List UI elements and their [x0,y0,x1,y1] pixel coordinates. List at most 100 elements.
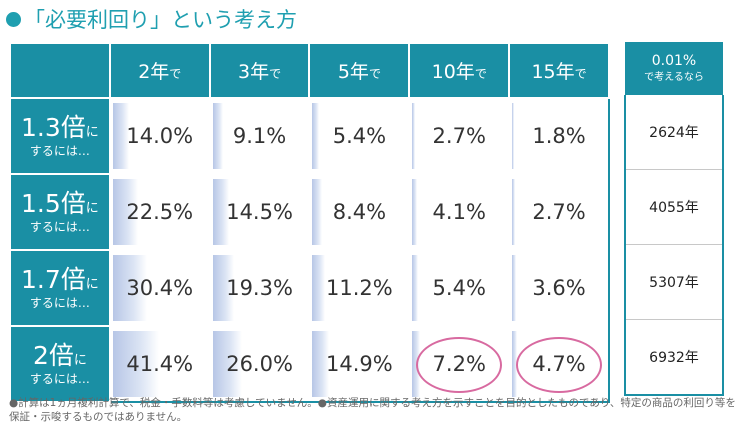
yield-bar [212,103,223,169]
yield-value: 30.4% [126,276,194,300]
multiplier-suffix: に [85,200,99,216]
yield-value: 19.3% [226,276,293,300]
yield-value: 22.5% [126,200,194,224]
yield-bar [312,103,319,169]
yield-cell: 11.2% [308,249,410,327]
yield-bar [512,179,516,245]
yield-value: 11.2% [326,276,393,300]
yield-value: 26.0% [226,352,293,376]
years-header-sub: で考えるなら [644,71,704,83]
yield-value: 3.6% [532,276,586,300]
yield-cell: 14.5% [208,173,310,251]
years-value: 4055年 [624,169,724,245]
yield-bar [512,331,518,397]
yield-value: 9.1% [232,124,287,148]
yield-cell: 41.4% [108,325,211,403]
multiplier-sub: するには… [29,296,90,311]
years-body: 2624年 4055年 5307年 6932年 [624,95,724,396]
period-suffix: で [368,67,381,81]
yield-value: 2.7% [432,124,486,148]
yield-cell: 19.3% [208,249,310,327]
row-header: 1.7倍に するには… [9,249,111,327]
header-period-3y: 3年で [208,42,311,99]
yield-cell: 1.8% [508,97,610,175]
yield-cell: 5.4% [308,97,410,175]
yield-value: 14.9% [326,352,393,376]
yield-cell: 30.4% [108,249,211,327]
yield-cell: 8.4% [308,173,410,251]
page-title: 「必要利回り」という考え方 [6,4,297,34]
required-yield-table: 2年で 3年で 5年で 10年で 15年で 1.3倍に するには… 14.0% 9.1… [9,42,610,403]
yield-bar [212,179,229,245]
table-row: 1.5倍に するには… 22.5% 14.5% 8.4% 4.1% 2.7% [9,173,610,251]
header-period-15y: 15年で [508,42,610,99]
yield-bar [412,179,417,245]
years-header-main: 0.01% [651,53,697,70]
header-corner [9,42,111,99]
yield-bar [212,255,235,321]
yield-value: 14.5% [226,200,293,224]
yield-cell: 4.7% [508,325,610,403]
multiplier-label: 1.3倍 [21,112,86,142]
yield-cell: 9.1% [208,97,310,175]
header-period-5y: 5年で [308,42,411,99]
multiplier-sub: するには… [29,144,90,159]
multiplier-sub: するには… [29,372,90,387]
row-header: 2倍にするには… [9,325,111,403]
multiplier-label: 2倍 [32,340,74,370]
header-row: 2年で 3年で 5年で 10年で 15年で [9,42,610,99]
header-period-2y: 2年で [108,42,211,99]
yield-cell: 26.0% [208,325,310,403]
years-header-cell: 0.01% で考えるなら [625,42,723,95]
yield-bar [312,331,330,397]
footnote: ●計算は1ヵ月複利計算で、税金・手数料等は考慮していません。●資産運用に関する考… [9,397,736,423]
period-label: 5年 [337,61,369,83]
highlight-ring [416,337,503,393]
yield-value: 4.1% [432,200,486,224]
highlight-ring [516,337,602,393]
yield-value: 5.4% [332,124,387,148]
yield-cell: 7.2% [408,325,510,403]
yield-bar [312,255,326,321]
years-value: 6932年 [624,319,724,396]
multiplier-sub: するには… [29,220,90,235]
yield-bar [112,179,139,245]
years-row: 5307年 [624,244,724,320]
row-header: 1.5倍にするには… [9,173,111,251]
yield-value: 5.4% [432,276,486,300]
yield-bar [512,103,515,169]
yield-bar [212,331,242,397]
period-suffix: で [269,67,282,81]
yield-bar [412,255,419,321]
multiplier-suffix: に [73,352,87,368]
yield-bar [112,331,160,397]
years-at-001-table: 0.01% で考えるなら 2624年 4055年 5307年 6932年 [624,42,724,396]
years-row: 2624年 [624,95,724,170]
years-value: 2624年 [624,95,724,170]
period-label: 10年 [431,61,475,83]
yield-value: 14.0% [126,124,194,148]
table-body: 1.3倍に するには… 14.0% 9.1% 5.4% 2.7% 1.8% 1.5倍に するには… [9,97,610,403]
yield-value: 41.4% [126,352,194,376]
years-header: 0.01% で考えるなら [625,42,723,95]
period-label: 2年 [138,61,170,83]
table-row: 2倍にするには… 41.4% 26.0% 14.9% 7.2% 4.7% [9,325,610,403]
multiplier-label: 1.5倍 [21,188,86,218]
yield-bar [312,179,322,245]
period-label: 15年 [531,61,575,83]
years-value: 5307年 [624,244,724,320]
yield-value: 8.4% [332,200,387,224]
yield-cell: 3.6% [508,249,610,327]
yield-cell: 14.0% [108,97,211,175]
yield-cell: 2.7% [408,97,510,175]
years-row: 6932年 [624,319,724,396]
table-row: 1.3倍に するには… 14.0% 9.1% 5.4% 2.7% 1.8% [9,97,610,175]
yield-cell: 22.5% [108,173,211,251]
period-label: 3年 [238,61,270,83]
yield-bar [412,103,416,169]
years-row: 4055年 [624,169,724,245]
title-text: 「必要利回り」という考え方 [24,8,297,32]
yield-cell: 5.4% [408,249,510,327]
period-suffix: で [169,67,182,81]
yield-bar [512,255,517,321]
